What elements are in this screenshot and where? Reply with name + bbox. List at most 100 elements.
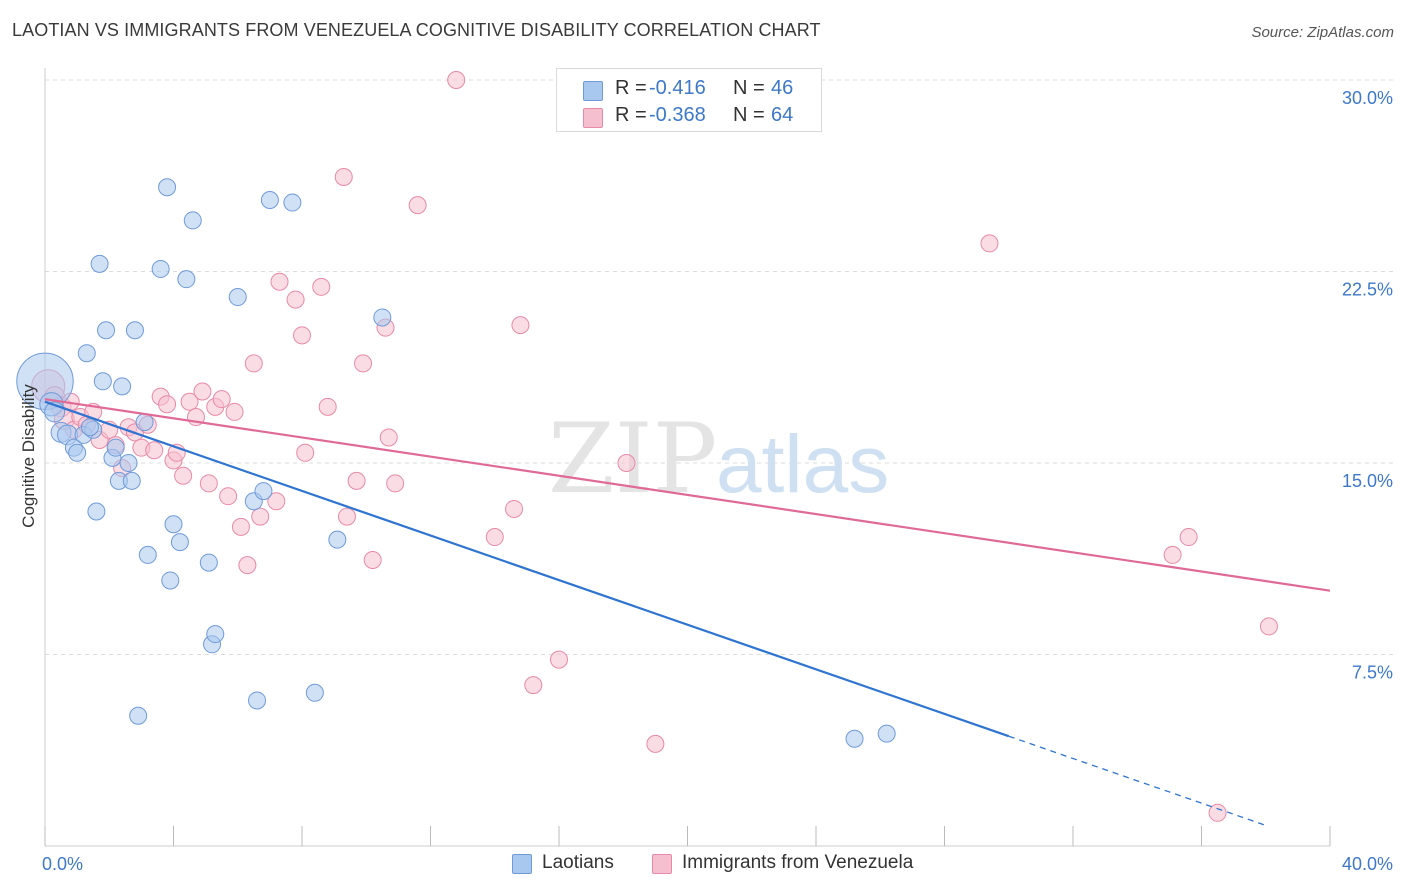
data-point-pink [174,466,193,485]
data-point-blue [248,691,267,710]
data-point-blue [161,571,180,590]
data-point-pink [1179,528,1198,547]
data-point-blue [129,706,148,725]
series-swatch-pink [652,854,672,874]
data-point-pink [199,474,218,493]
data-point-pink [180,392,199,411]
legend-n-label: N = [733,77,765,99]
legend-n-label: N = [733,104,765,126]
y-tick-label: 7.5% [1352,663,1393,683]
data-point-blue [283,193,302,212]
trend-line-pink [44,398,1331,592]
data-point-blue [106,438,125,457]
data-point-blue [119,454,138,472]
data-point-blue [206,625,225,644]
data-point-blue [68,443,87,462]
data-point-pink [334,168,353,187]
data-point-pink [379,428,398,447]
data-point-blue [228,288,247,307]
data-point-pink [980,234,999,253]
data-point-pink [646,734,665,753]
data-point-pink [193,382,212,401]
data-point-pink [296,443,315,462]
data-point-pink [225,402,244,421]
legend-n-value: 46 [771,77,794,99]
y-tick-label: 30.0% [1342,88,1393,108]
data-point-pink [219,487,238,506]
data-point-pink [244,354,263,373]
data-point-blue [138,545,157,564]
legend-swatch-blue [583,81,603,101]
data-point-pink [1259,617,1278,636]
data-point-pink [408,196,427,215]
data-point-pink [318,397,337,416]
data-point-pink [212,390,231,409]
scatter-points [16,71,1278,822]
axes [44,68,1331,847]
legend-r-label: R = [615,104,647,126]
data-point-pink [238,556,257,575]
legend-r-label: R = [615,77,647,99]
legend-row-laotians: R = -0.416 N = 46 [557,77,821,103]
data-point-blue [158,178,177,197]
legend-r-value: -0.416 [649,77,706,99]
series-name-laotians: Laotians [542,852,614,873]
chart-title: LAOTIAN VS IMMIGRANTS FROM VENEZUELA COG… [12,20,821,40]
data-point-blue [135,413,154,432]
data-point-pink [267,492,286,511]
data-point-blue [113,377,132,396]
data-point-blue [373,308,392,327]
data-point-pink [293,326,311,345]
data-point-pink [511,316,530,335]
data-point-blue [305,683,324,702]
trend-extension-blue [1008,735,1266,827]
data-point-pink [386,474,405,493]
data-point-pink [485,528,504,547]
data-point-pink [1208,803,1227,822]
x-tick-label: 40.0% [1342,854,1393,874]
data-point-blue [170,533,189,552]
source-credit: Source: ZipAtlas.com [1251,24,1394,41]
data-point-blue [260,191,279,210]
data-point-blue [164,515,183,534]
data-point-pink [354,354,373,373]
data-point-pink [270,272,289,291]
data-point-pink [337,507,356,526]
watermark-atlas: atlas [716,419,889,510]
data-point-pink [550,650,568,669]
data-point-blue [87,502,106,521]
legend-n-value: 64 [771,104,794,126]
data-point-pink [158,395,177,414]
data-point-blue [93,372,112,391]
data-point-blue [122,471,141,490]
series-swatch-blue [512,854,532,874]
legend-swatch-pink [583,108,603,128]
data-point-blue [877,724,896,743]
data-point-pink [363,551,382,570]
data-point-pink [145,441,164,460]
legend-row-venezuela: R = -0.368 N = 64 [557,104,821,130]
data-point-blue [125,321,144,340]
data-point-pink [251,507,270,526]
data-point-blue [77,344,96,363]
data-point-blue [97,321,116,340]
tick-labels: 7.5% 15.0% 22.5% 30.0% 0.0% 40.0% [42,88,1393,874]
data-point-blue [254,482,273,501]
data-point-blue [80,418,99,437]
data-point-blue [151,259,170,278]
data-point-blue [90,254,109,273]
series-name-venezuela: Immigrants from Venezuela [682,852,914,873]
legend-r-value: -0.368 [649,104,706,126]
data-point-pink [1163,545,1182,564]
correlation-legend: R = -0.416 N = 46 R = -0.368 N = 64 [556,68,822,132]
data-point-pink [347,471,366,490]
data-point-blue [845,729,864,748]
data-point-blue [199,553,218,572]
data-point-blue [183,211,202,230]
y-axis-label: Cognitive Disability [19,384,38,528]
trend-line-blue [44,400,1010,738]
data-point-pink [617,454,636,472]
watermark: ZIP atlas [548,403,889,515]
data-point-pink [286,290,305,309]
